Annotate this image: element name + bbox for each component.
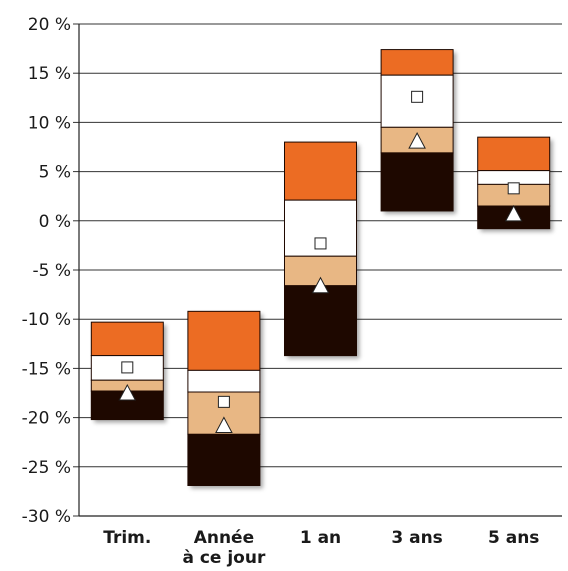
triangle-marker xyxy=(215,416,233,433)
y-tick-label: -30 % xyxy=(22,507,71,527)
y-tick-label: -25 % xyxy=(22,458,71,478)
bar-group xyxy=(380,49,454,212)
x-category-label: à ce jour xyxy=(182,548,266,568)
x-category-label: 1 an xyxy=(300,528,341,548)
y-tick-label: -20 % xyxy=(22,409,71,429)
x-category-label: Trim. xyxy=(103,528,151,548)
bar-segment xyxy=(477,170,551,185)
x-category-label: 5 ans xyxy=(488,528,539,548)
y-tick-label: 20 % xyxy=(28,15,71,35)
y-tick-label: -15 % xyxy=(22,359,71,379)
triangle-marker xyxy=(118,383,137,401)
bar-segment xyxy=(187,369,261,393)
y-tick-label: -5 % xyxy=(32,261,71,281)
x-category-label: Année xyxy=(194,528,254,548)
square-marker xyxy=(217,395,230,408)
square-marker xyxy=(121,361,134,374)
square-marker xyxy=(411,90,424,103)
y-tick-label: 0 % xyxy=(39,212,71,232)
bar-segment xyxy=(380,49,454,76)
bar-segment xyxy=(187,433,261,486)
bar-group xyxy=(90,321,164,421)
triangle-marker xyxy=(408,132,426,149)
axes xyxy=(78,24,562,517)
square-marker xyxy=(507,182,520,195)
triangle-marker xyxy=(311,276,330,294)
square-marker xyxy=(314,237,327,250)
y-tick-label: -10 % xyxy=(22,310,71,330)
bar-segment xyxy=(90,321,164,357)
bars xyxy=(90,49,551,486)
y-tick-label: 10 % xyxy=(28,113,71,133)
bar-segment xyxy=(284,141,357,201)
bar-segment xyxy=(284,285,357,357)
y-tick-label: 5 % xyxy=(39,163,71,183)
x-category-label: 3 ans xyxy=(391,528,442,548)
y-axis-tick-labels: 20 % 15 % 10 % 5 % 0 % -5 % -10 % -15 % -20 % -25… xyxy=(22,15,71,527)
y-tick-label: 15 % xyxy=(28,64,71,84)
triangle-marker xyxy=(504,204,523,222)
bar-segment xyxy=(380,152,454,212)
bar-segment xyxy=(187,310,261,371)
markers xyxy=(118,90,523,433)
bar-segment xyxy=(477,136,551,172)
